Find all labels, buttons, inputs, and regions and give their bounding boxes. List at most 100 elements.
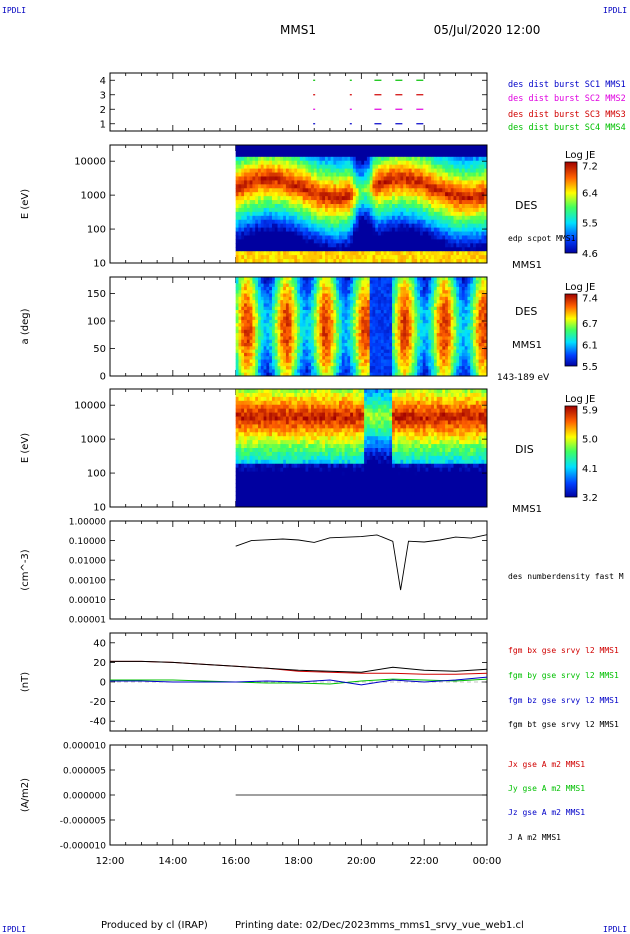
panel-label-3: MMS1 (512, 260, 542, 271)
y-tick-label: 100 (87, 317, 106, 328)
y-tick-label: 10000 (74, 157, 106, 168)
y-tick-label: 0.000000 (63, 792, 106, 802)
colorbar-tick-label: 7.2 (582, 161, 598, 172)
colorbar-tick-label: 7.4 (582, 294, 598, 305)
panel-label-2: edp scpot MMS1 (508, 234, 576, 243)
spectrogram-cells (235, 145, 488, 264)
legend-burst-3: des dist burst SC3 MMS3 (508, 110, 626, 120)
footer-filename: mms_mms1_srvy_vue_web1.cl (370, 920, 524, 931)
corner-tag-br: IPDLI (603, 925, 627, 934)
legend-current-3: J A m2 MMS1 (508, 833, 561, 842)
header-datetime: 05/Jul/2020 12:00 (434, 23, 541, 37)
y-tick-label: 2 (100, 105, 106, 116)
corner-tag-bl: IPDLI (2, 925, 26, 934)
legend-field-2: fgm bz gse srvy l2 MMS1 (508, 696, 619, 705)
panel-label-3: MMS1 (512, 504, 542, 515)
y-tick-label: 0 (100, 372, 106, 383)
y-tick-label: 10 (93, 503, 106, 514)
y-tick-label: -40 (90, 717, 106, 728)
footer-printing-date: Printing date: 02/Dec/2023 (235, 920, 370, 931)
y-tick-label: -20 (90, 697, 106, 708)
panel-label: DIS (515, 443, 534, 456)
panel-frame (109, 520, 488, 620)
colorbar-tick-label: 3.2 (582, 493, 598, 504)
y-tick-label: 100 (87, 225, 106, 236)
colorbar-title: Log JE (565, 150, 595, 161)
x-tick-label: 12:00 (96, 856, 125, 867)
colorbar-tick-label: 5.5 (582, 219, 598, 230)
y-axis-label: E (eV) (20, 189, 31, 219)
spectrogram-cells (235, 277, 488, 377)
colorbar-tick-label: 5.5 (582, 362, 598, 373)
y-tick-label: 50 (93, 344, 106, 355)
colorbar-title: Log JE (565, 394, 595, 405)
x-tick-label: 14:00 (158, 856, 187, 867)
corner-tag-tl: IPDLI (2, 6, 26, 15)
y-axis-label: (A/m2) (20, 778, 31, 812)
y-tick-label: 0.10000 (69, 537, 106, 547)
legend-current-2: Jz gse A m2 MMS1 (508, 808, 585, 817)
colorbar-tick-label: 4.1 (582, 464, 598, 475)
x-tick-label: 22:00 (410, 856, 439, 867)
y-tick-label: 3 (100, 90, 106, 101)
field-line-3 (110, 660, 488, 673)
y-axis-label: (nT) (20, 672, 31, 692)
y-tick-label: 1.00000 (69, 518, 106, 528)
y-tick-label: 0.000010 (63, 742, 106, 752)
y-tick-label: 10 (93, 259, 106, 270)
colorbar-tick-label: 4.6 (582, 249, 598, 260)
y-tick-label: 20 (93, 658, 106, 669)
panel-frame (109, 388, 488, 508)
field-line-2 (110, 676, 488, 686)
legend-field-0: fgm bx gse srvy l2 MMS1 (508, 646, 619, 655)
legend-burst-4: des dist burst SC4 MMS4 (508, 123, 626, 133)
y-tick-label: 0.000005 (63, 767, 106, 777)
field-line-1 (110, 678, 488, 685)
y-tick-label: 0.00001 (69, 616, 106, 626)
y-tick-label: 10000 (74, 401, 106, 412)
y-tick-label: 0.00100 (69, 576, 106, 586)
y-tick-label: 4 (100, 76, 106, 87)
x-tick-label: 18:00 (284, 856, 313, 867)
x-tick-label: 00:00 (473, 856, 502, 867)
y-tick-label: 40 (93, 638, 106, 649)
corner-tag-tr: IPDLI (603, 6, 627, 15)
y-axis-label: (cm^-3) (20, 549, 31, 590)
colorbar-title: Log JE (565, 282, 595, 293)
y-tick-label: 0.00010 (69, 596, 106, 606)
y-tick-label: -0.000005 (60, 817, 106, 827)
colorbar-tick-label: 6.7 (582, 319, 598, 330)
panel-label-2: MMS1 (512, 340, 542, 351)
y-tick-label: 150 (87, 289, 106, 300)
legend-burst-2: des dist burst SC2 MMS2 (508, 94, 626, 104)
y-axis-label: a (deg) (20, 308, 31, 344)
panel-label: DES (515, 199, 537, 212)
y-tick-label: 1000 (81, 191, 106, 202)
header-spacecraft: MMS1 (280, 23, 316, 37)
y-tick-label: 1 (100, 119, 106, 130)
panel-label: DES (515, 305, 537, 318)
y-tick-label: 100 (87, 469, 106, 480)
x-tick-label: 20:00 (347, 856, 376, 867)
panel-frame (109, 72, 488, 132)
x-tick-label: 16:00 (221, 856, 250, 867)
colorbar-tick-label: 5.0 (582, 435, 598, 446)
colorbar (564, 161, 578, 254)
legend-burst-1: des dist burst SC1 MMS1 (508, 80, 626, 90)
panel-frame (109, 144, 488, 264)
legend-field-3: fgm bt gse srvy l2 MMS1 (508, 720, 619, 729)
y-tick-label: -0.000010 (60, 842, 106, 852)
legend-field-1: fgm by gse srvy l2 MMS1 (508, 671, 619, 680)
y-axis-label: E (eV) (20, 433, 31, 463)
colorbar (564, 405, 578, 498)
colorbar (564, 293, 578, 367)
y-tick-label: 0 (100, 678, 106, 689)
panel-frame (109, 276, 488, 377)
density-line (235, 534, 488, 591)
spectrogram-cells (235, 389, 488, 508)
y-tick-label: 1000 (81, 435, 106, 446)
legend-current-1: Jy gse A m2 MMS1 (508, 784, 585, 793)
legend-current-0: Jx gse A m2 MMS1 (508, 760, 585, 769)
colorbar-tick-label: 6.4 (582, 188, 598, 199)
